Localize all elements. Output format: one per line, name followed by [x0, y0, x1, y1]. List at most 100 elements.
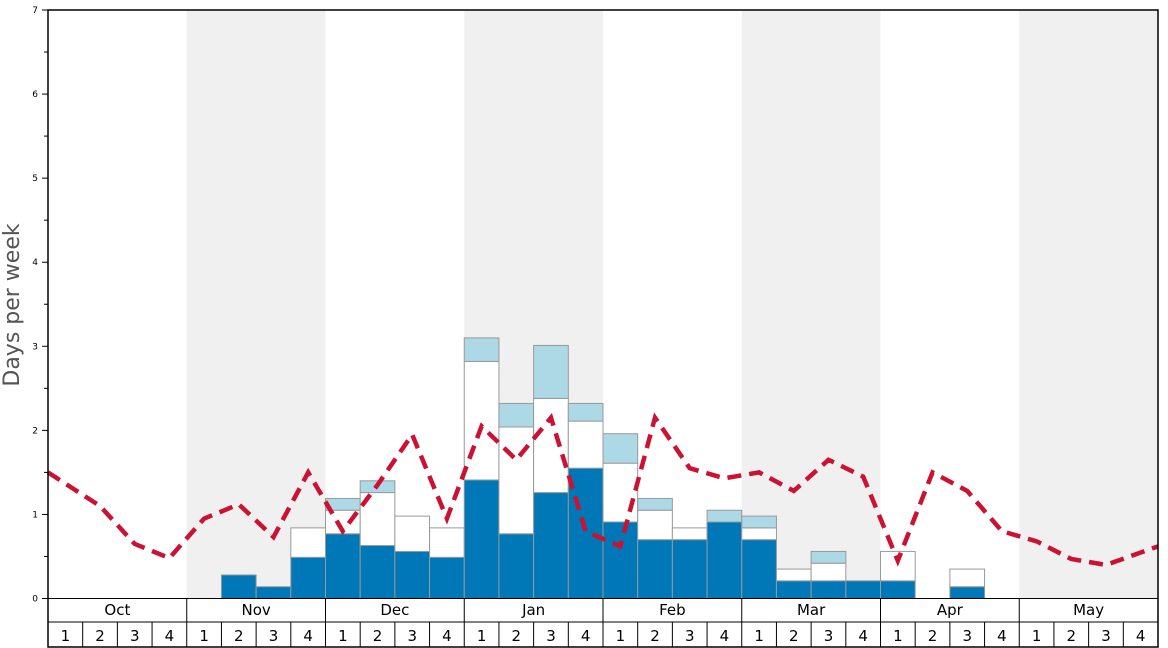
bar-dark: [429, 556, 465, 599]
bar-dark: [741, 539, 777, 600]
week-label: 3: [407, 627, 417, 645]
week-label: 1: [1032, 627, 1042, 645]
bar-dark: [637, 539, 673, 600]
bar-white: [429, 527, 465, 558]
bar-dark: [845, 580, 881, 599]
month-label-jan: Jan: [521, 601, 545, 619]
bar-white: [637, 509, 673, 541]
week-label: 1: [61, 627, 71, 645]
week-label: 3: [546, 627, 556, 645]
week-label: 3: [824, 627, 834, 645]
week-label: 4: [997, 627, 1007, 645]
bar-white: [741, 527, 777, 541]
bar-white: [810, 562, 847, 582]
bar-dark: [394, 550, 431, 599]
bar-white: [602, 462, 639, 523]
week-label: 4: [581, 627, 591, 645]
week-label: 3: [130, 627, 140, 645]
y-tick-label: 2: [32, 426, 38, 436]
week-label: 3: [685, 627, 695, 645]
week-label: 4: [720, 627, 730, 645]
bar-dark: [671, 539, 708, 600]
week-label: 1: [893, 627, 903, 645]
bar-light: [706, 509, 743, 523]
bar-white: [463, 360, 500, 481]
month-label-dec: Dec: [380, 601, 409, 619]
week-label: 4: [1136, 627, 1146, 645]
y-tick-label: 3: [32, 342, 38, 352]
y-tick-label: 5: [32, 174, 38, 184]
week-label: 1: [199, 627, 209, 645]
y-axis: 0 1 2 3 4 5 6 7: [32, 6, 48, 605]
week-label: 3: [1101, 627, 1111, 645]
bar-white: [671, 527, 708, 541]
month-label-mar: Mar: [797, 601, 826, 619]
y-axis-label: Days per week: [0, 223, 25, 386]
month-label-nov: Nov: [241, 601, 270, 619]
week-label: 3: [962, 627, 972, 645]
trend-line-path: [46, 412, 1159, 568]
bar-dark: [949, 586, 986, 599]
month-shade-nov: [186, 10, 326, 599]
bar-white: [949, 568, 986, 588]
bar-white: [533, 397, 569, 494]
bar-white: [775, 568, 812, 582]
bar-dark: [463, 479, 500, 599]
bar-dark: [290, 556, 326, 599]
month-label-apr: Apr: [937, 601, 964, 619]
bar-dark: [359, 545, 396, 599]
bar-light: [567, 402, 604, 422]
week-label: 2: [234, 627, 244, 645]
bar-light: [810, 550, 847, 564]
week-label: 2: [512, 627, 522, 645]
week-label: 4: [303, 627, 313, 645]
month-label-oct: Oct: [104, 601, 130, 619]
week-label: 4: [442, 627, 452, 645]
bar-dark: [880, 580, 916, 599]
week-label: 1: [754, 627, 764, 645]
week-label: 2: [373, 627, 383, 645]
bar-light: [533, 344, 569, 399]
bar-dark: [810, 580, 847, 599]
bars: [220, 337, 986, 600]
month-label-feb: Feb: [659, 601, 686, 619]
y-tick-label: 6: [32, 90, 38, 100]
bar-white: [567, 420, 604, 469]
week-label: 2: [1067, 627, 1077, 645]
week-label: 3: [269, 627, 279, 645]
y-tick-label: 0: [32, 595, 38, 605]
week-label: 2: [650, 627, 660, 645]
week-label: 1: [477, 627, 487, 645]
bar-white: [498, 426, 535, 535]
week-label: 2: [95, 627, 105, 645]
week-label: 1: [338, 627, 348, 645]
bar-light: [498, 402, 535, 428]
bar-dark: [498, 533, 535, 600]
bar-dark: [255, 586, 292, 599]
bar-dark: [602, 521, 639, 599]
y-tick-label: 7: [32, 6, 38, 16]
bar-dark: [706, 521, 743, 599]
bar-white: [290, 527, 326, 558]
bar-dark: [533, 492, 569, 600]
month-shading: [186, 10, 1158, 599]
bar-white: [394, 515, 431, 552]
week-label: 4: [858, 627, 868, 645]
month-shade-may: [1019, 10, 1158, 599]
y-tick-label: 4: [32, 258, 38, 268]
bar-light: [602, 433, 639, 464]
trend-line: [46, 412, 1159, 568]
bar-light: [463, 337, 500, 362]
month-label-may: May: [1073, 601, 1104, 619]
bar-dark: [325, 533, 361, 600]
week-label: 4: [165, 627, 175, 645]
plot-frame: [47, 9, 1159, 648]
week-label: 2: [928, 627, 938, 645]
week-label: 1: [616, 627, 626, 645]
bar-light: [741, 515, 777, 529]
week-label: 2: [789, 627, 799, 645]
y-tick-label: 1: [32, 510, 38, 520]
bar-dark: [220, 574, 257, 600]
bar-dark: [567, 467, 604, 600]
bar-dark: [775, 580, 812, 599]
